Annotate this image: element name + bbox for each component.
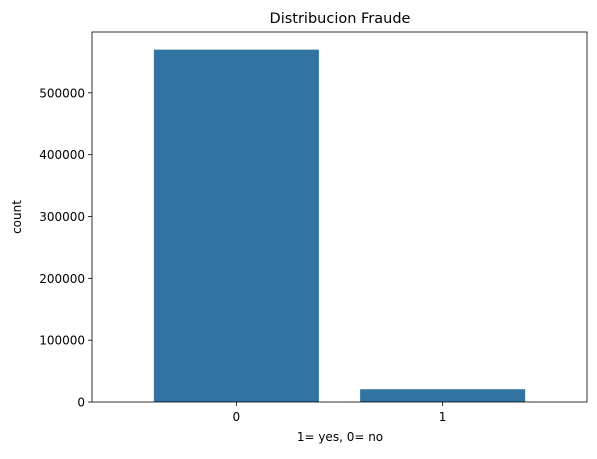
x-axis-label: 1= yes, 0= no xyxy=(297,430,383,444)
x-tick-label: 0 xyxy=(233,410,241,424)
bar-1 xyxy=(360,389,526,402)
y-tick-label: 200000 xyxy=(39,272,85,286)
plot-frame xyxy=(91,31,588,403)
bars-layer xyxy=(153,49,526,403)
y-tick-label: 500000 xyxy=(39,86,85,100)
y-tick-label: 0 xyxy=(77,396,85,410)
y-tick-label: 300000 xyxy=(39,210,85,224)
y-axis-label: count xyxy=(10,200,24,234)
chart-title: Distribucion Fraude xyxy=(270,11,411,27)
y-tick-label: 100000 xyxy=(39,334,85,348)
x-tick-label: 1 xyxy=(439,410,447,424)
y-axis: 0 100000 200000 300000 400000 500000 xyxy=(39,86,92,410)
y-tick-label: 400000 xyxy=(39,148,85,162)
bar-0 xyxy=(153,49,319,403)
